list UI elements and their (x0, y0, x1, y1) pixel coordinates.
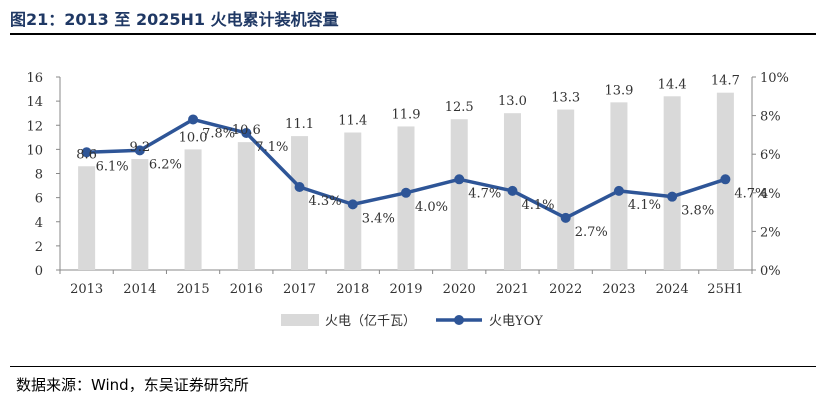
legend-line-marker (454, 315, 464, 325)
x-tick-label: 2019 (389, 282, 422, 297)
x-tick-label: 2015 (177, 282, 210, 297)
yoy-value-label: 4.0% (415, 200, 448, 215)
yoy-value-label: 2.7% (575, 225, 608, 240)
bar-value-label: 14.7 (711, 74, 740, 89)
x-tick-label: 2018 (336, 282, 369, 297)
left-tick-label: 6 (35, 192, 43, 207)
x-tick-label: 2017 (283, 282, 316, 297)
yoy-point (667, 191, 678, 202)
yoy-point (454, 174, 465, 185)
bar-value-label: 11.4 (338, 113, 367, 128)
left-axis: 0 2 4 6 8 10 12 14 16 (26, 71, 61, 279)
yoy-value-label: 4.7% (468, 186, 501, 201)
legend: 火电（亿千瓦） 火电YOY (281, 314, 543, 329)
x-tick-label: 2016 (230, 282, 263, 297)
bar (131, 159, 149, 270)
bar (78, 166, 96, 270)
legend-bar-swatch (281, 314, 319, 326)
bar-value-label: 12.5 (445, 100, 474, 115)
right-tick-label: 10% (760, 71, 789, 86)
yoy-value-label: 6.1% (96, 159, 129, 174)
bar-value-label: 9.2 (130, 140, 151, 155)
left-tick-label: 14 (26, 95, 43, 110)
x-tick-label: 2020 (443, 282, 476, 297)
bar-value-label: 10.0 (179, 130, 208, 145)
legend-bar-label: 火电（亿千瓦） (325, 314, 416, 329)
bar (237, 142, 255, 270)
yoy-point (613, 185, 624, 196)
legend-line-label: 火电YOY (489, 314, 543, 329)
bar-value-label: 13.0 (498, 94, 527, 109)
bar-value-label: 11.1 (285, 117, 314, 132)
bar (291, 136, 309, 270)
yoy-point (294, 182, 305, 193)
yoy-value-label: 3.4% (362, 211, 395, 226)
right-tick-label: 8% (760, 110, 781, 125)
yoy-point (241, 127, 252, 138)
x-tick-label: 2024 (656, 282, 689, 297)
yoy-point (401, 187, 411, 198)
bar (663, 96, 681, 270)
yoy-point (134, 145, 145, 156)
line-value-labels: 6.1% 6.2% 7.8% 7.1% 4.3% 3.4% 4.0% 4.7% 4.1% 2.7%… (96, 126, 768, 239)
bar-value-label: 14.4 (658, 77, 687, 92)
bar (450, 119, 468, 270)
yoy-value-label: 4.7% (734, 186, 767, 201)
line-series (81, 114, 731, 223)
right-tick-label: 4% (760, 187, 781, 202)
figure-title: 图21：2013 至 2025H1 火电累计装机容量 (10, 10, 339, 29)
yoy-point (720, 174, 731, 185)
footer-rule (10, 366, 816, 367)
left-tick-label: 10 (26, 143, 43, 158)
bar-value-label: 8.6 (76, 147, 97, 162)
yoy-value-label: 7.1% (255, 140, 288, 155)
left-tick-label: 8 (35, 168, 43, 183)
bar (557, 109, 575, 270)
title-rule (10, 33, 816, 35)
bar-value-label: 10.6 (232, 123, 261, 138)
yoy-value-label: 4.1% (628, 198, 661, 213)
right-tick-label: 0% (760, 264, 781, 279)
x-tick-label: 2021 (496, 282, 529, 297)
left-tick-label: 12 (26, 119, 43, 134)
right-tick-label: 6% (760, 148, 781, 163)
x-tick-label: 2014 (123, 282, 156, 297)
x-tick-label: 2022 (549, 282, 582, 297)
left-tick-label: 2 (35, 240, 43, 255)
x-tick-label: 25H1 (707, 282, 743, 297)
yoy-point (347, 199, 358, 210)
yoy-point (188, 114, 199, 125)
x-tick-label: 2013 (70, 282, 103, 297)
yoy-value-label: 4.3% (309, 194, 342, 209)
left-tick-label: 16 (26, 71, 43, 86)
yoy-value-label: 7.8% (202, 126, 235, 141)
yoy-value-label: 6.2% (149, 157, 182, 172)
bar-series (78, 92, 734, 271)
yoy-point (81, 147, 92, 158)
bar (397, 126, 415, 270)
bar (184, 149, 202, 270)
right-tick-label: 2% (760, 225, 781, 240)
source-note: 数据来源：Wind，东吴证券研究所 (16, 376, 249, 394)
yoy-point (507, 185, 518, 196)
yoy-value-label: 4.1% (521, 198, 554, 213)
bar-value-labels: 8.6 9.2 10.0 10.6 11.1 11.4 11.9 12.5 13.0 13.3 13… (76, 74, 740, 163)
x-tick-label: 2023 (602, 282, 635, 297)
left-tick-label: 0 (35, 264, 43, 279)
yoy-point (560, 212, 571, 223)
yoy-value-label: 3.8% (681, 204, 714, 219)
bar-value-label: 13.9 (604, 83, 633, 98)
right-axis: 0% 2% 4% 6% 8% 10% (751, 71, 789, 279)
x-axis: 2013 2014 2015 2016 2017 2018 2019 2020 2021 2022… (59, 269, 753, 297)
left-tick-label: 4 (35, 216, 43, 231)
bar-value-label: 13.3 (551, 91, 580, 106)
bar-value-label: 11.9 (392, 107, 421, 122)
